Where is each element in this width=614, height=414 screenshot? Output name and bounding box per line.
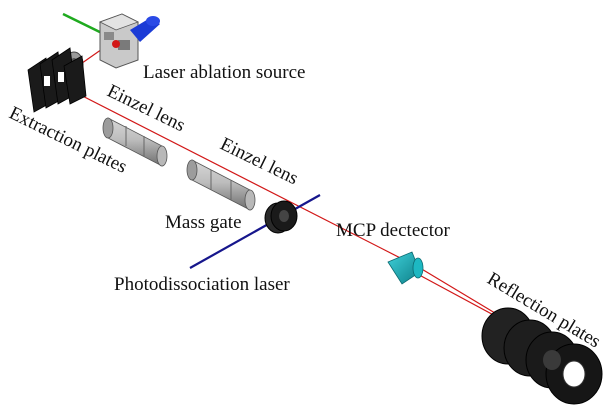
einzel-lens-2 [186, 159, 256, 211]
ion-beam [54, 39, 541, 341]
laser-ablation-source [62, 12, 160, 77]
mcp-detector [387, 251, 424, 285]
label-laser-ablation-source: Laser ablation source [143, 62, 305, 83]
einzel-lens-1 [102, 117, 168, 167]
label-photodissociation-laser: Photodissociation laser [114, 274, 290, 295]
label-mcp-detector: MCP dectector [336, 220, 450, 241]
reflection-plates [481, 307, 603, 405]
photodissociation-laser-beam [189, 194, 321, 269]
label-mass-gate: Mass gate [165, 212, 242, 233]
extraction-plates [27, 47, 87, 113]
mass-gate [264, 200, 298, 234]
